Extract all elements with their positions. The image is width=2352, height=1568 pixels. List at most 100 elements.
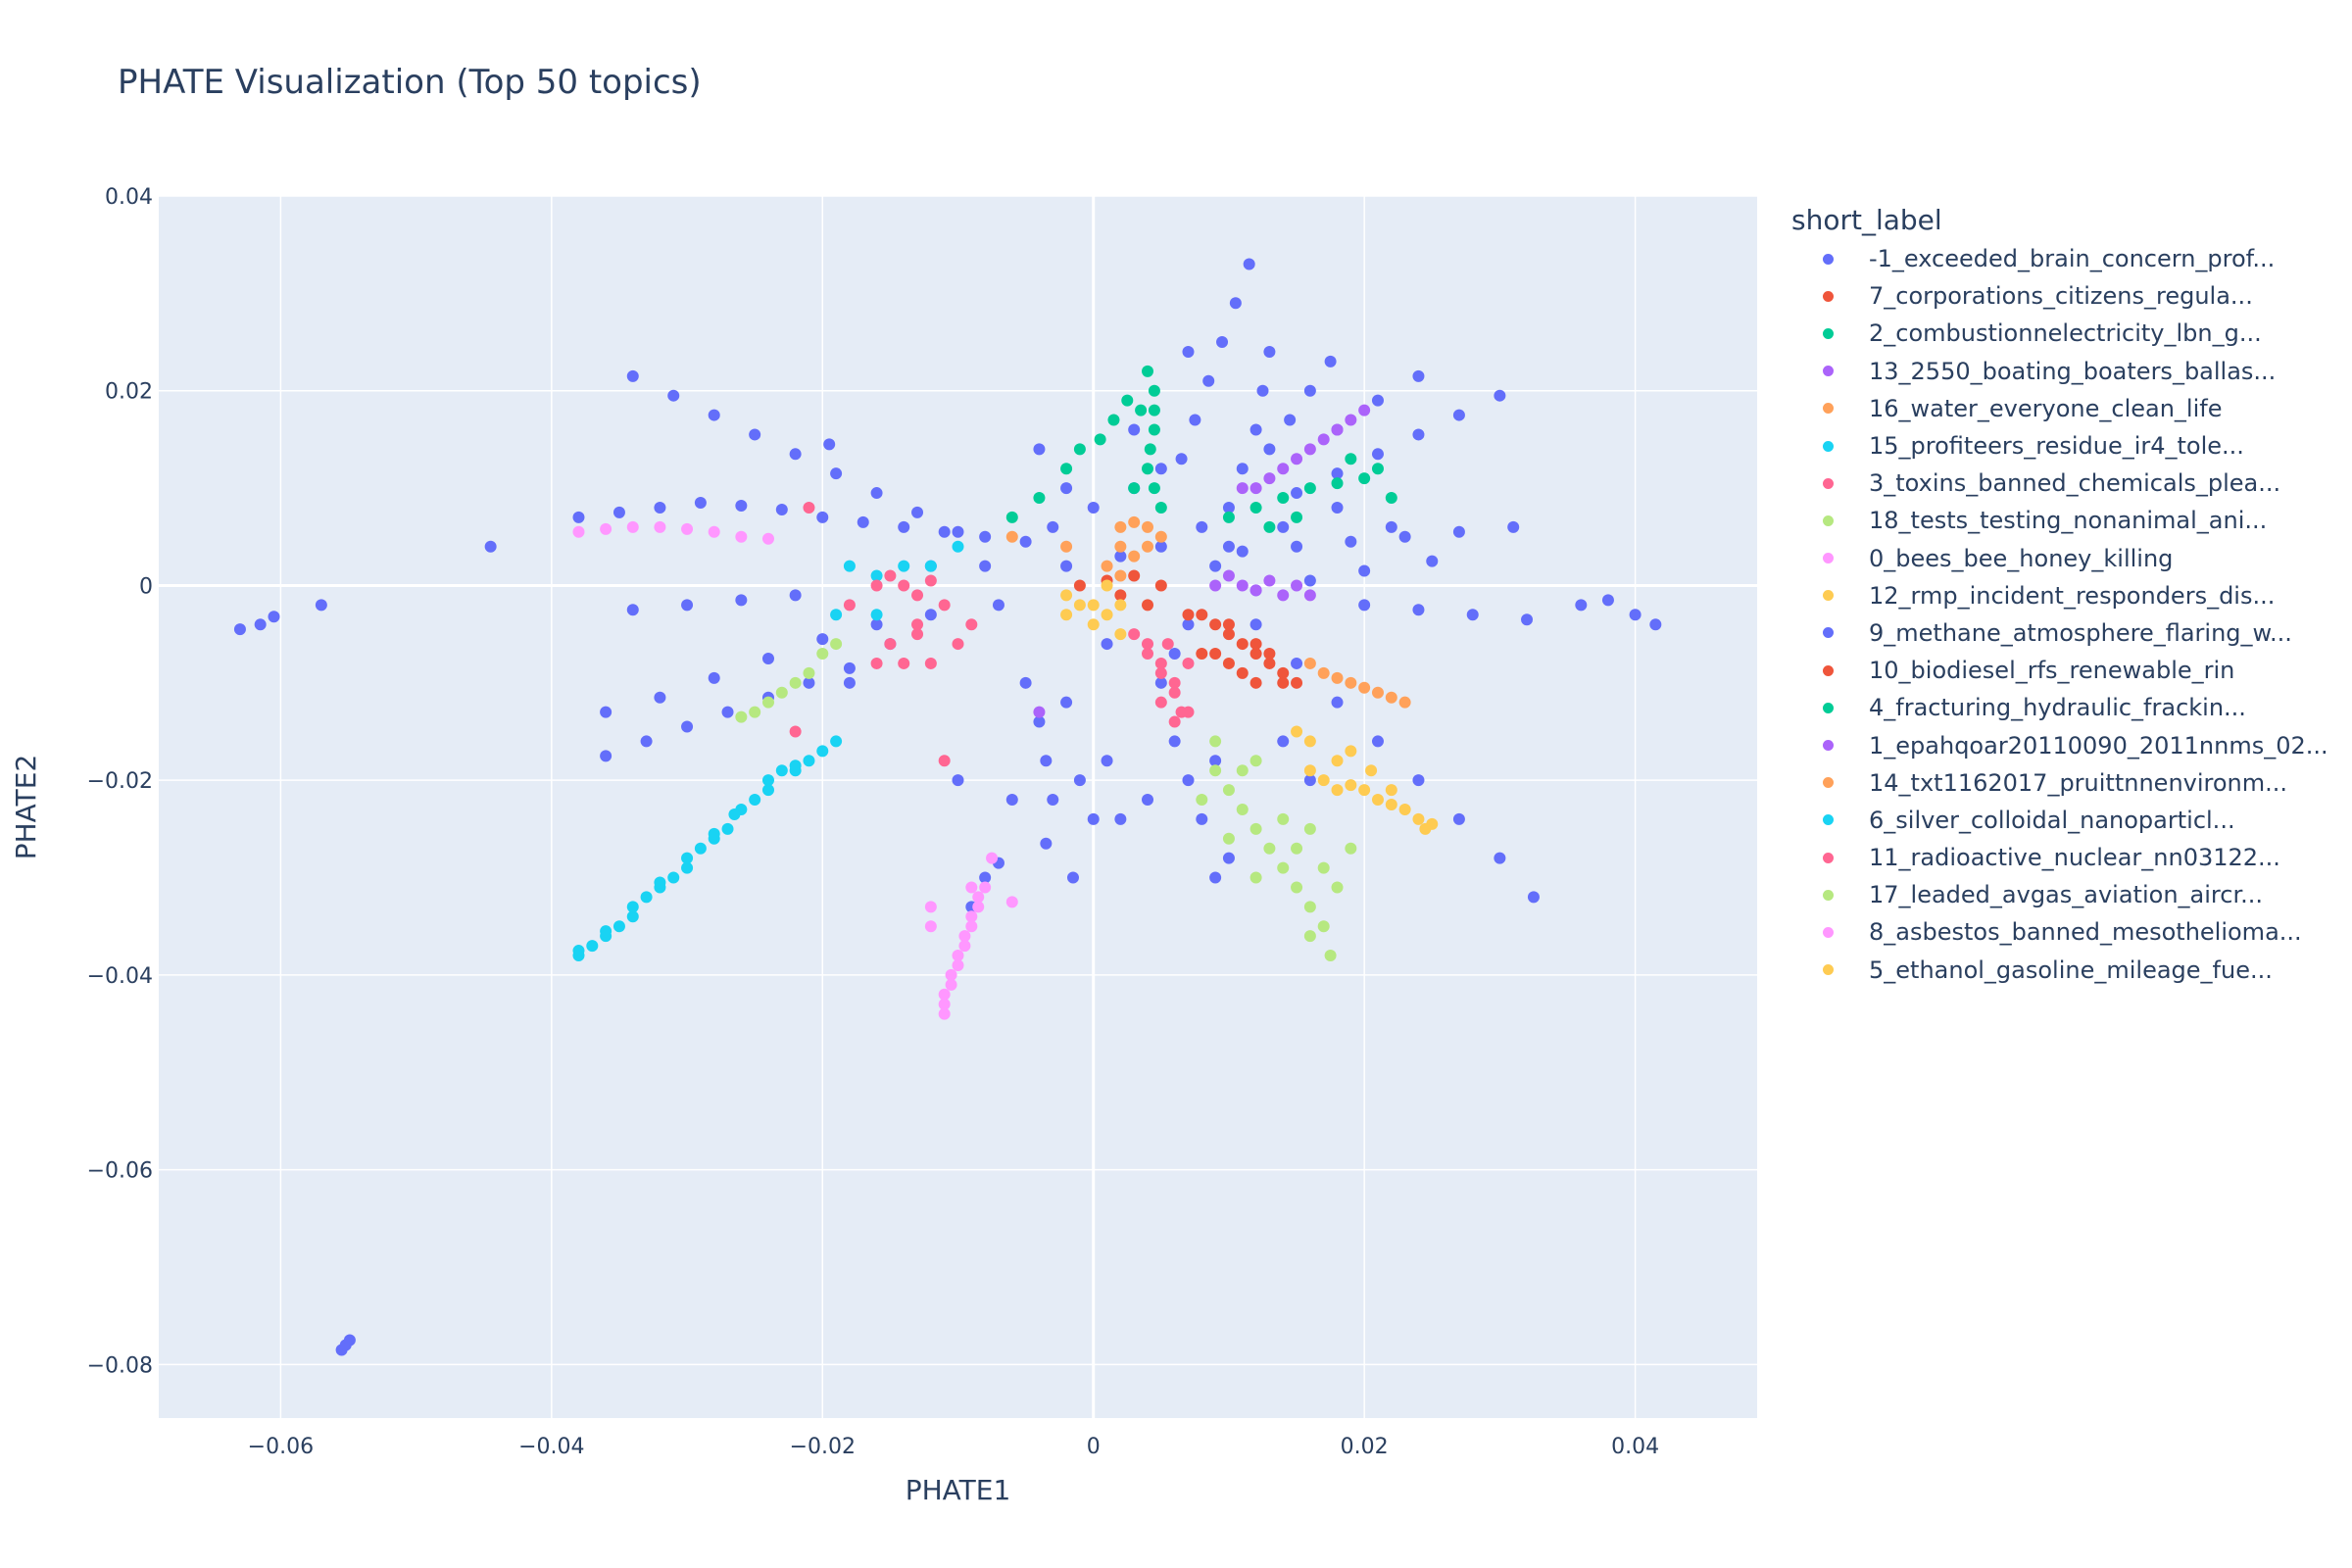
legend-item[interactable]: 4_fracturing_hydraulic_frackin... (1791, 689, 2328, 726)
data-point (1358, 564, 1371, 577)
data-point (924, 657, 937, 669)
data-point (924, 560, 937, 572)
legend-item[interactable]: 9_methane_atmosphere_flaring_w... (1791, 614, 2328, 652)
data-point (708, 409, 720, 421)
grid-lines (159, 195, 1757, 1418)
legend-label: 8_asbestos_banned_mesothelioma... (1869, 918, 2302, 947)
data-point (1128, 550, 1141, 563)
legend-item[interactable]: 10_biodiesel_rfs_renewable_rin (1791, 652, 2328, 689)
data-point (1182, 609, 1195, 621)
data-point (958, 940, 971, 953)
data-point (952, 774, 964, 787)
legend-item[interactable]: 11_radioactive_nuclear_nn03122... (1791, 839, 2328, 876)
data-point (1196, 812, 1208, 825)
data-point (1385, 784, 1397, 797)
data-point (1317, 666, 1330, 679)
data-point (1263, 648, 1276, 661)
data-point (1398, 696, 1411, 709)
data-point (1284, 414, 1297, 426)
data-point (1128, 569, 1141, 582)
data-point (1345, 745, 1357, 758)
data-point (1033, 706, 1046, 718)
data-point (972, 891, 985, 904)
data-point (1317, 920, 1330, 933)
data-point (1250, 618, 1262, 631)
legend-item[interactable]: 0_bees_bee_honey_killing (1791, 540, 2328, 577)
plot-area[interactable] (159, 196, 1757, 1418)
data-point (694, 842, 707, 855)
data-point (1209, 755, 1222, 767)
legend-marker-icon (1823, 814, 1834, 826)
data-point (1291, 725, 1303, 738)
data-point (681, 522, 694, 535)
data-point (789, 589, 802, 602)
data-point (1303, 774, 1316, 787)
data-point (654, 876, 666, 889)
legend-item[interactable]: 18_tests_testing_nonanimal_ani... (1791, 502, 2328, 539)
legend-item[interactable]: 13_2550_boating_boaters_ballas... (1791, 353, 2328, 390)
data-point (654, 501, 666, 514)
data-point (952, 525, 964, 538)
data-point (1019, 535, 1032, 548)
legend-item[interactable]: 8_asbestos_banned_mesothelioma... (1791, 913, 2328, 951)
data-point (1345, 414, 1357, 426)
data-point (586, 940, 599, 953)
data-point (1142, 540, 1154, 553)
data-point (1291, 540, 1303, 553)
data-point (1168, 686, 1181, 699)
y-tick-label: −0.08 (87, 1353, 153, 1378)
legend-item[interactable]: 1_epahqoar20110090_2011nnms_02... (1791, 726, 2328, 763)
legend-item[interactable]: 17_leaded_avgas_aviation_aircr... (1791, 876, 2328, 913)
data-point (938, 998, 951, 1010)
data-point (681, 720, 694, 733)
data-point (979, 530, 992, 543)
data-point (870, 609, 883, 621)
series-10 (924, 501, 1397, 767)
legend-marker-icon (1823, 740, 1834, 752)
legend-label: 3_toxins_banned_chemicals_plea... (1869, 469, 2281, 498)
data-point (1291, 579, 1303, 592)
legend-item[interactable]: 2_combustionnelectricity_lbn_g... (1791, 315, 2328, 352)
legend-item[interactable]: -1_exceeded_brain_concern_prof... (1791, 240, 2328, 277)
data-point (938, 755, 951, 767)
legend-marker-icon (1823, 627, 1834, 639)
legend-item[interactable]: 16_water_everyone_clean_life (1791, 390, 2328, 427)
data-point (1277, 492, 1290, 505)
data-point (1128, 482, 1141, 495)
data-point (1128, 515, 1141, 528)
data-point (857, 515, 869, 528)
data-point (1033, 443, 1046, 456)
data-point (761, 652, 774, 664)
data-point (1345, 842, 1357, 855)
data-point (1154, 657, 1167, 669)
data-point (1371, 394, 1384, 407)
data-point (1114, 589, 1127, 602)
legend-item[interactable]: 15_profiteers_residue_ir4_tole... (1791, 427, 2328, 465)
data-point (1209, 764, 1222, 777)
data-point (1250, 822, 1262, 835)
legend-item[interactable]: 12_rmp_incident_responders_dis... (1791, 577, 2328, 614)
series-17 (1196, 735, 1357, 962)
legend-item[interactable]: 14_txt1162017_pruittnnenvironm... (1791, 764, 2328, 802)
data-point (952, 950, 964, 962)
data-point (1345, 535, 1357, 548)
data-point (1277, 666, 1290, 679)
legend-item[interactable]: 7_corporations_citizens_regula... (1791, 277, 2328, 315)
data-point (803, 501, 815, 514)
data-point (898, 579, 910, 592)
legend-item[interactable]: 5_ethanol_gasoline_mileage_fue... (1791, 952, 2328, 989)
data-point (1209, 648, 1222, 661)
data-point (612, 920, 625, 933)
data-point (1222, 657, 1235, 669)
y-tick-label: −0.06 (87, 1159, 153, 1184)
data-point (1005, 511, 1018, 523)
legend-item[interactable]: 6_silver_colloidal_nanoparticl... (1791, 802, 2328, 839)
data-point (1331, 784, 1344, 797)
legend-label: 4_fracturing_hydraulic_frackin... (1869, 694, 2246, 722)
data-point (1291, 842, 1303, 855)
data-point (667, 871, 680, 884)
data-point (1303, 657, 1316, 669)
legend-item[interactable]: 3_toxins_banned_chemicals_plea... (1791, 465, 2328, 502)
data-point (1291, 881, 1303, 894)
